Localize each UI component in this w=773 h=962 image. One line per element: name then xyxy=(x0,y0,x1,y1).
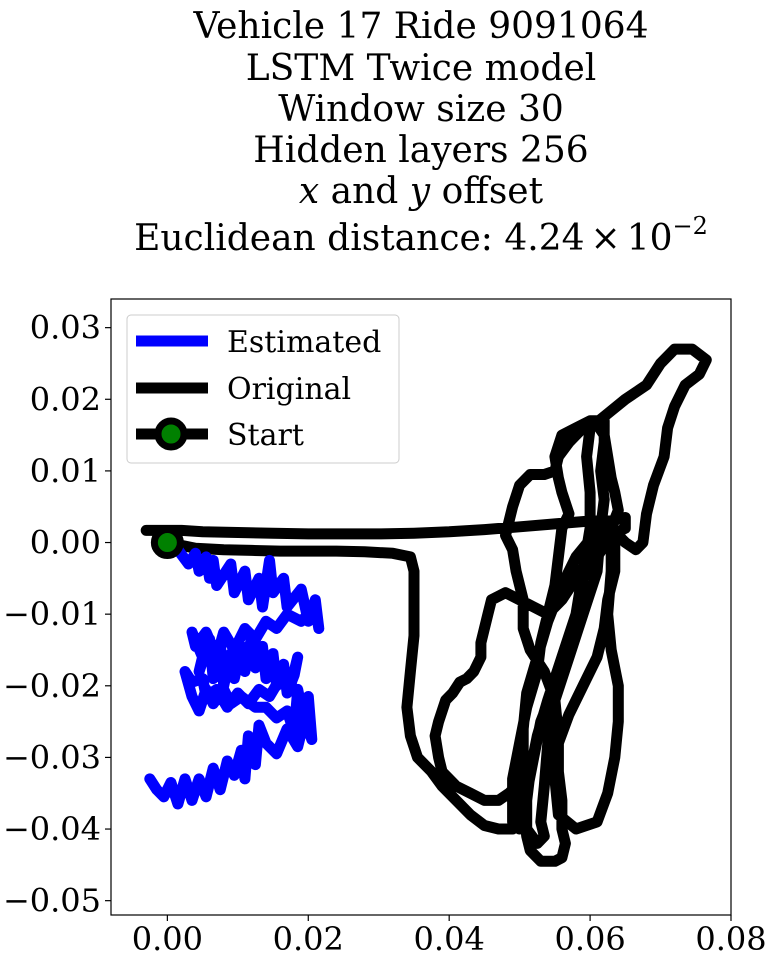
title-base: 10 xyxy=(627,218,673,259)
title-line-1: Vehicle 17 Ride 9091064 xyxy=(192,6,648,47)
title-var-y: y xyxy=(408,171,431,212)
title-line-3: Window size 30 xyxy=(278,89,564,130)
title-var-x: x xyxy=(299,171,319,212)
legend-label-start: Start xyxy=(227,418,304,453)
chart-title: Vehicle 17 Ride 9091064 LSTM Twice model… xyxy=(134,6,708,259)
x-tick-label: 0.04 xyxy=(414,920,485,958)
legend-box xyxy=(126,314,400,464)
y-axis: 0.03 0.02 0.01 0.00 −0.01 −0.02 −0.03 −0.04 −0.0… xyxy=(3,309,111,920)
legend-label-original: Original xyxy=(227,372,351,407)
start-marker xyxy=(150,526,184,560)
title-line-6: Euclidean distance: 4.24 × 10−2 xyxy=(134,212,708,259)
title-line-4: Hidden layers 256 xyxy=(253,130,588,171)
title-offset: offset xyxy=(430,171,543,212)
y-tick-label: 0.01 xyxy=(30,452,101,490)
plot-frame xyxy=(110,298,732,916)
title-line-5: x and y offset xyxy=(299,171,544,212)
title-distance-prefix: Euclidean distance: xyxy=(134,218,504,259)
y-tick-label: −0.01 xyxy=(3,595,101,633)
y-tick-label: −0.03 xyxy=(3,738,101,776)
y-tick-label: −0.05 xyxy=(3,882,101,920)
title-line-2: LSTM Twice model xyxy=(246,48,597,89)
x-axis: 0.00 0.02 0.04 0.06 0.08 xyxy=(132,915,767,958)
series-line-original xyxy=(140,343,712,867)
y-tick-label: 0.00 xyxy=(30,524,101,562)
y-tick-label: 0.02 xyxy=(30,380,101,418)
series-layer xyxy=(140,343,712,867)
title-times: × xyxy=(591,218,621,259)
x-tick-label: 0.06 xyxy=(554,920,625,958)
title-exponent: −2 xyxy=(673,212,708,240)
x-tick-label: 0.00 xyxy=(132,920,203,958)
x-tick-label: 0.08 xyxy=(695,920,766,958)
y-tick-label: −0.04 xyxy=(3,810,101,848)
legend-label-estimated: Estimated xyxy=(227,325,381,360)
series-line-estimated xyxy=(144,537,325,810)
title-and: and xyxy=(319,171,410,212)
y-tick-label: −0.02 xyxy=(3,667,101,705)
y-tick-label: 0.03 xyxy=(30,309,101,347)
title-distance-mantissa: 4.24 xyxy=(504,218,584,259)
legend: Estimated Original Start xyxy=(126,314,400,464)
legend-start-marker xyxy=(154,417,188,451)
x-tick-label: 0.02 xyxy=(273,920,344,958)
plot-area: 0.00 0.02 0.04 0.06 0.08 0.03 0.02 0.01 0.00 −0.… xyxy=(3,298,767,958)
